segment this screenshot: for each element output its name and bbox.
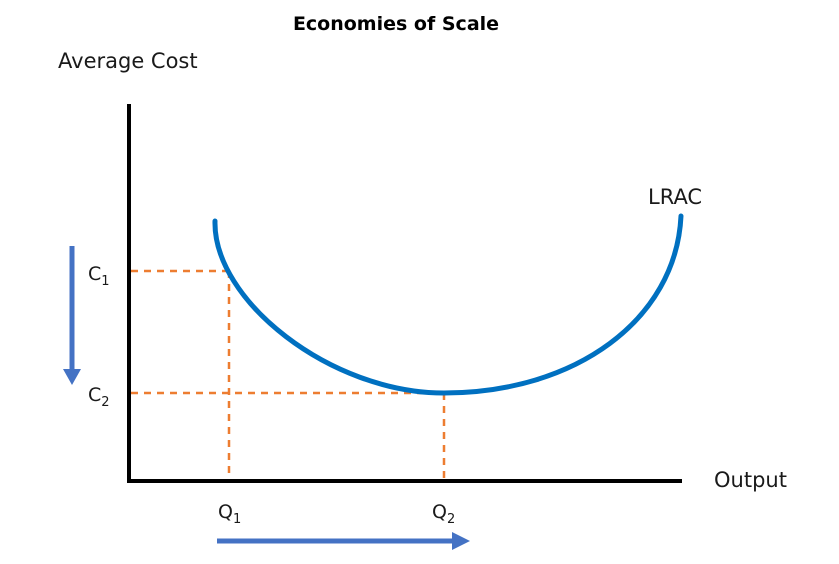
lrac-label: LRAC	[648, 185, 702, 209]
rising-output-arrow-head	[452, 532, 470, 550]
x-axis-label: Output	[714, 468, 787, 492]
tick-label-q2: Q2	[432, 501, 455, 527]
falling-cost-arrow-head	[63, 369, 81, 385]
tick-label-c1: C1	[88, 263, 110, 289]
lrac-curve	[212, 213, 684, 396]
tick-label-q1: Q1	[218, 501, 241, 527]
y-axis-label: Average Cost	[58, 49, 198, 73]
tick-label-c2: C2	[88, 384, 110, 410]
diagram-title: Economies of Scale	[293, 13, 499, 35]
